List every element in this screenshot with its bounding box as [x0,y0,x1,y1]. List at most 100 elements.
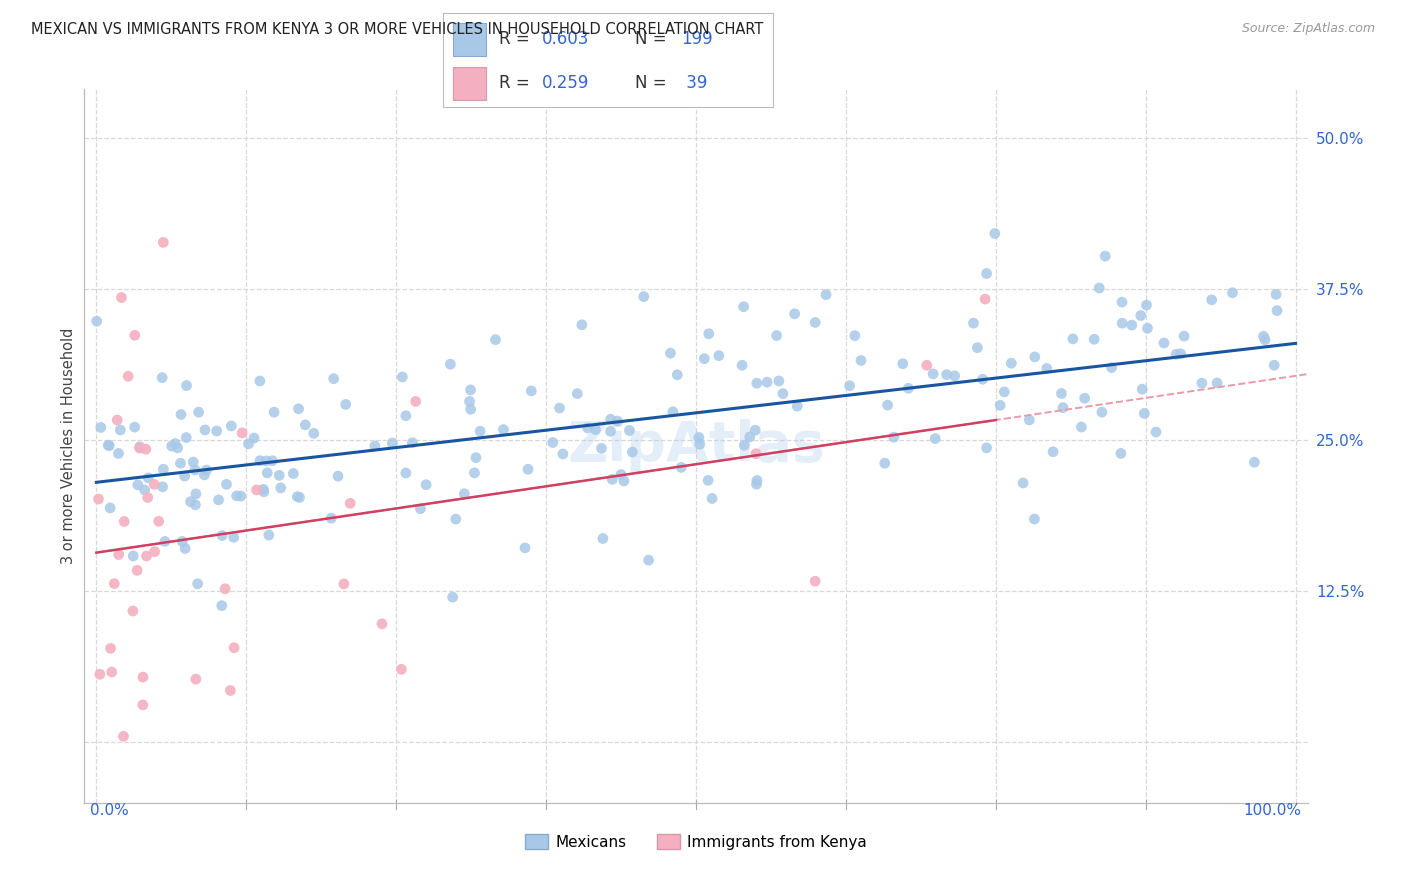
Point [184,463,207,477]
Point [697,326,720,341]
Point [302,426,325,441]
Point [288,491,311,505]
Point [633,290,655,304]
Point [364,439,387,453]
Point [143,544,166,558]
Point [439,357,461,371]
Point [541,435,564,450]
Point [170,408,193,422]
Point [184,487,207,501]
Point [181,455,204,469]
Point [150,370,173,384]
Point [1144,425,1167,439]
Point [551,447,574,461]
Point [246,483,269,497]
Point [269,468,291,483]
Point [1042,444,1064,458]
Point [768,374,790,388]
Point [756,375,779,389]
Point [136,491,159,505]
Point [492,423,515,437]
Point [143,477,166,491]
Point [105,413,128,427]
Point [671,460,693,475]
Legend: Mexicans, Immigrants from Kenya: Mexicans, Immigrants from Kenya [519,828,873,855]
Point [707,349,730,363]
Point [112,515,135,529]
Point [1036,361,1059,376]
Point [815,287,838,301]
Point [100,641,122,656]
Point [1263,358,1285,372]
Point [187,576,209,591]
Point [484,333,506,347]
FancyBboxPatch shape [453,22,486,55]
Point [606,414,628,428]
Point [567,386,589,401]
Point [97,438,120,452]
Point [371,616,394,631]
Point [1121,318,1143,332]
Point [1164,347,1187,361]
Point [1000,356,1022,370]
Point [253,484,276,499]
Point [86,314,108,328]
Point [599,425,621,439]
Point [1088,281,1111,295]
Point [972,372,994,386]
Text: 100.0%: 100.0% [1243,803,1302,818]
Point [1024,350,1046,364]
Point [1111,295,1133,310]
Point [160,439,183,453]
Text: R =: R = [499,74,536,92]
Point [107,548,129,562]
Point [193,467,215,482]
Point [873,456,896,470]
Point [470,424,492,438]
Point [112,729,135,743]
Text: N =: N = [634,74,672,92]
Text: 199: 199 [681,29,713,47]
Point [326,469,349,483]
Point [1153,336,1175,351]
Point [621,445,644,459]
Point [1133,406,1156,420]
Point [935,368,957,382]
Point [179,494,201,508]
Point [1135,298,1157,312]
Point [135,442,157,457]
Point [1243,455,1265,469]
Point [765,328,787,343]
Point [174,541,197,556]
Point [897,381,920,395]
Point [838,378,860,392]
Point [215,477,238,491]
Point [152,462,174,476]
Text: 0.0%: 0.0% [90,803,129,818]
Point [89,667,111,681]
Point [745,474,768,488]
Point [1111,316,1133,330]
Point [127,478,149,492]
Text: R =: R = [499,29,536,47]
Text: Source: ZipAtlas.com: Source: ZipAtlas.com [1241,22,1375,36]
Point [283,467,305,481]
Point [1254,333,1277,347]
Point [1130,382,1153,396]
Point [270,481,292,495]
Point [619,424,641,438]
Point [98,439,121,453]
Point [100,665,122,679]
Point [943,368,966,383]
Point [1094,249,1116,263]
Point [613,474,636,488]
Point [238,437,260,451]
Point [1173,329,1195,343]
Point [1265,287,1288,301]
Point [585,423,607,437]
Point [1091,405,1114,419]
Point [222,530,245,544]
Point [984,227,1007,241]
Point [176,378,198,392]
Point [243,431,266,445]
